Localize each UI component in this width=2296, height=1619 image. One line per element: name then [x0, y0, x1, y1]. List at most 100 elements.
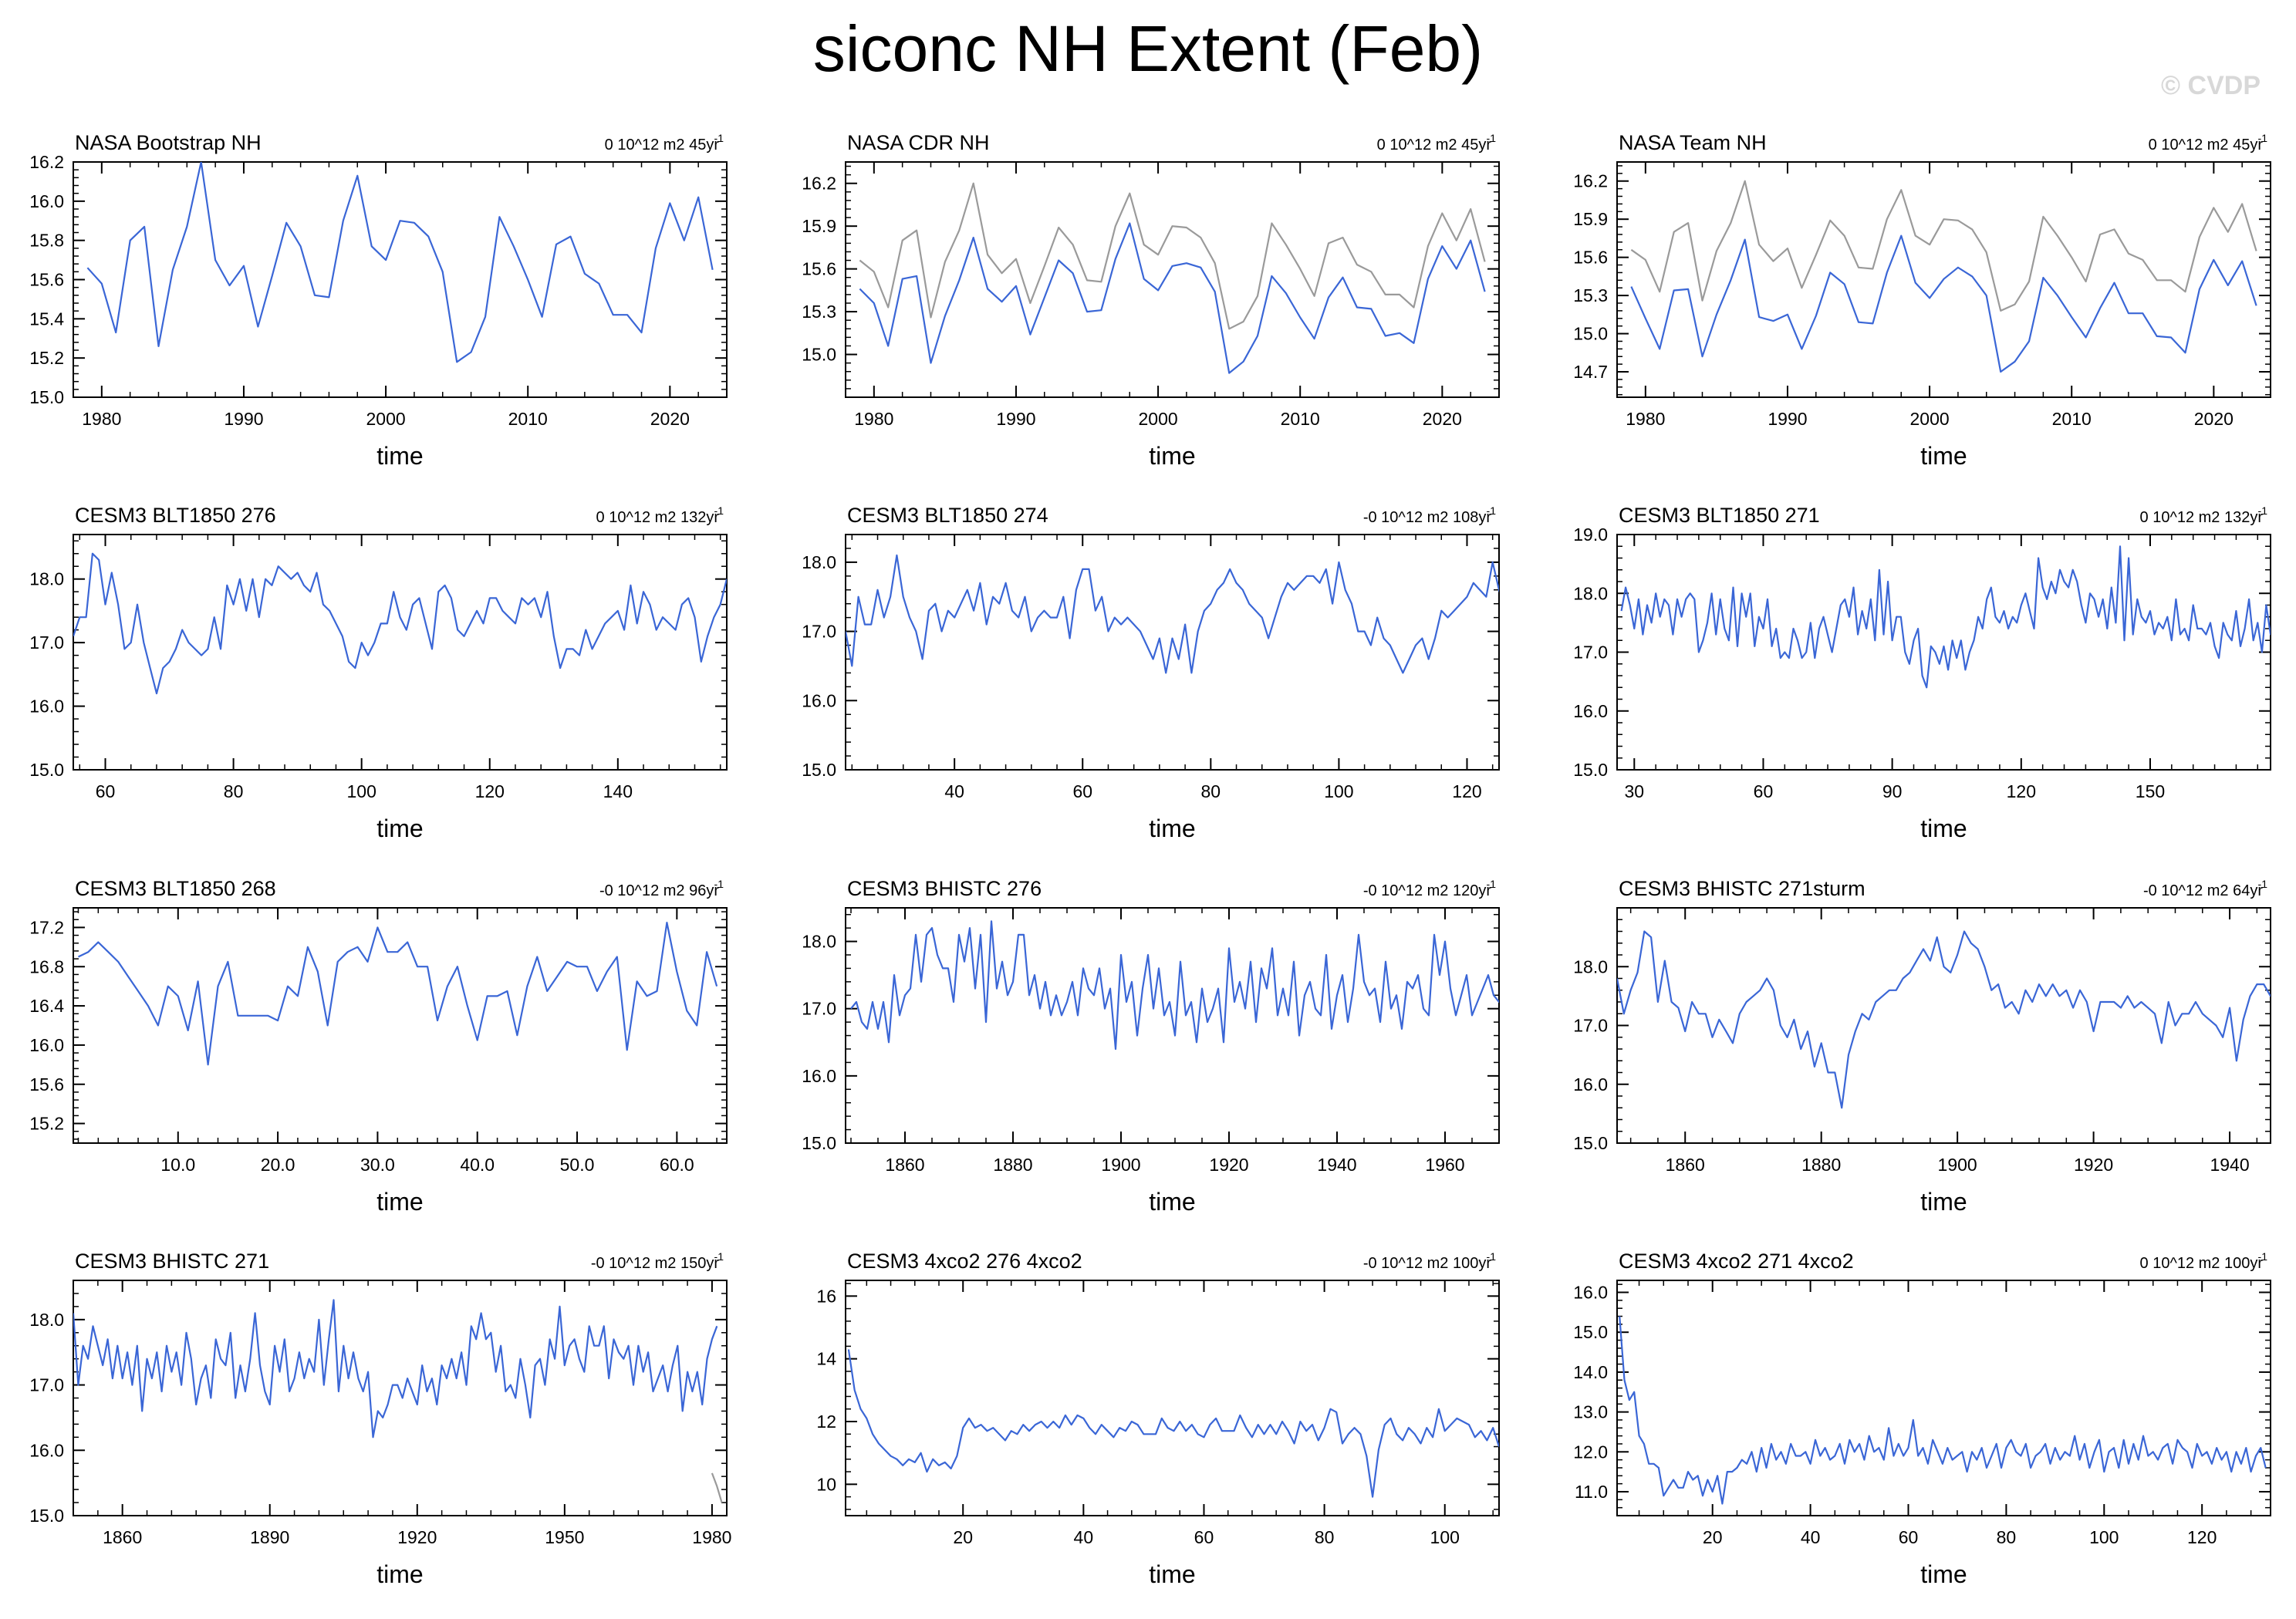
y-tick-label: 11.0	[1575, 1482, 1608, 1502]
x-tick-label: 1890	[250, 1527, 289, 1547]
x-tick-label: 60	[1754, 781, 1774, 801]
x-tick-label: 60	[1194, 1527, 1214, 1547]
x-axis-label: time	[376, 815, 423, 842]
x-tick-label: 1880	[993, 1155, 1032, 1175]
x-tick-label: 90	[1882, 781, 1903, 801]
x-axis-label: time	[376, 1560, 423, 1588]
panel-title: NASA Team NH	[1619, 131, 1767, 154]
y-tick-label: 17.0	[1573, 1016, 1608, 1036]
observed-series-line	[78, 921, 718, 1066]
x-tick-label: 40.0	[460, 1155, 495, 1175]
x-tick-label: 2020	[1423, 409, 1462, 429]
x-tick-label: 40	[1074, 1527, 1094, 1547]
panel-title: CESM3 4xco2 276 4xco2	[847, 1250, 1082, 1273]
x-tick-label: 20	[1703, 1527, 1723, 1547]
x-tick-label: 1900	[1101, 1155, 1140, 1175]
y-tick-label: 15.0	[1573, 1133, 1608, 1153]
chart-panel-10: CESM3 BHISTC 271 -0 10^12 m2 150yr-1 1860 1…	[29, 1250, 731, 1588]
y-tick-label: 16.0	[29, 1035, 64, 1055]
x-tick-label: 1950	[545, 1527, 584, 1547]
x-tick-label: 1940	[2210, 1155, 2249, 1175]
x-tick-label: 100	[1430, 1527, 1460, 1547]
x-tick-label: 10.0	[160, 1155, 195, 1175]
x-tick-label: 1860	[885, 1155, 924, 1175]
trend-label: 0 10^12 m2 100yr	[2140, 1255, 2264, 1272]
y-tick-label: 15.0	[29, 387, 64, 407]
trend-label: 0 10^12 m2 45yr	[1377, 137, 1492, 153]
trend-superscript: -1	[2258, 1250, 2268, 1263]
x-tick-label: 40	[944, 781, 964, 801]
x-tick-label: 1990	[224, 409, 263, 429]
x-tick-label: 1920	[397, 1527, 437, 1547]
x-tick-label: 30.0	[360, 1155, 395, 1175]
plot-frame	[845, 161, 1500, 398]
observed-series-line	[850, 920, 1499, 1051]
chart-panel-5: CESM3 BLT1850 274 -0 10^12 m2 108yr-1 40 60…	[802, 504, 1500, 842]
chart-panel-2: NASA CDR NH 0 10^12 m2 45yr-1 1980 1990 2000…	[802, 131, 1500, 470]
x-axis-label: time	[1149, 442, 1195, 470]
x-tick-label: 2010	[2052, 409, 2092, 429]
trend-superscript: -1	[2258, 132, 2268, 144]
y-tick-label: 13.0	[1573, 1402, 1608, 1422]
y-tick-label: 15.0	[1573, 760, 1608, 780]
trend-label: -0 10^12 m2 108yr	[1363, 509, 1491, 526]
chart-panel-6: CESM3 BLT1850 271 0 10^12 m2 132yr-1 30 60 9…	[1573, 504, 2271, 842]
trend-superscript: -1	[714, 878, 724, 890]
y-tick-label: 16.0	[29, 1440, 64, 1460]
trend-superscript: -1	[1487, 504, 1497, 517]
panel-title: CESM3 BLT1850 276	[75, 504, 276, 527]
panel-title: NASA Bootstrap NH	[75, 131, 262, 154]
x-tick-label: 120	[2007, 781, 2036, 801]
y-tick-label: 15.3	[1573, 285, 1608, 305]
x-tick-label: 1860	[103, 1527, 142, 1547]
trend-superscript: -1	[714, 132, 724, 144]
x-axis-label: time	[1149, 815, 1195, 842]
y-tick-label: 15.0	[802, 760, 836, 780]
x-tick-label: 1980	[82, 409, 121, 429]
x-tick-label: 2010	[1281, 409, 1320, 429]
x-tick-label: 30	[1624, 781, 1644, 801]
x-tick-label: 1920	[2074, 1155, 2113, 1175]
x-tick-label: 80	[1997, 1527, 2017, 1547]
y-tick-label: 19.0	[1573, 524, 1608, 545]
y-tick-label: 17.0	[802, 622, 836, 642]
observed-series-line	[1630, 234, 2257, 373]
plot-frame	[1616, 534, 2271, 771]
plot-frame	[845, 1280, 1500, 1516]
panel-title: CESM3 BHISTC 276	[847, 877, 1042, 900]
chart-panel-12: CESM3 4xco2 271 4xco2 0 10^12 m2 100yr-1 2…	[1573, 1250, 2271, 1588]
x-tick-label: 1980	[692, 1527, 731, 1547]
x-tick-label: 1990	[1768, 409, 1807, 429]
plot-frame	[1616, 161, 2271, 398]
y-tick-label: 15.6	[29, 1074, 64, 1095]
y-tick-label: 15.4	[29, 309, 64, 329]
y-tick-label: 16.0	[29, 697, 64, 717]
x-tick-label: 2010	[508, 409, 548, 429]
x-tick-label: 1990	[996, 409, 1035, 429]
x-tick-label: 120	[2187, 1527, 2217, 1547]
x-tick-label: 40	[1801, 1527, 1821, 1547]
chart-panel-9: CESM3 BHISTC 271sturm -0 10^12 m2 64yr-1 1…	[1573, 877, 2271, 1216]
reference-series-line	[859, 182, 1486, 330]
trend-label: 0 10^12 m2 45yr	[605, 137, 720, 153]
panel-title: NASA CDR NH	[847, 131, 990, 154]
y-tick-label: 15.9	[802, 216, 836, 236]
observed-series-line	[1617, 930, 2271, 1109]
y-tick-label: 15.6	[29, 270, 64, 290]
x-tick-label: 80	[1315, 1527, 1335, 1547]
y-tick-label: 14	[816, 1349, 836, 1369]
y-tick-label: 15.2	[29, 1114, 64, 1134]
y-tick-label: 16.0	[1573, 701, 1608, 721]
y-tick-label: 15.0	[802, 1133, 836, 1153]
x-tick-label: 2020	[650, 409, 690, 429]
y-tick-label: 15.0	[1573, 1322, 1608, 1342]
y-tick-label: 12	[816, 1412, 836, 1432]
x-tick-label: 2020	[2194, 409, 2234, 429]
chart-panel-7: CESM3 BLT1850 268 -0 10^12 m2 96yr-1 10.0 2…	[29, 877, 728, 1216]
x-tick-label: 100	[1324, 781, 1353, 801]
y-tick-label: 15.8	[29, 231, 64, 251]
reference-series-line	[1630, 180, 2257, 312]
x-axis-label: time	[1920, 1188, 1967, 1216]
y-tick-label: 16.0	[802, 690, 836, 710]
